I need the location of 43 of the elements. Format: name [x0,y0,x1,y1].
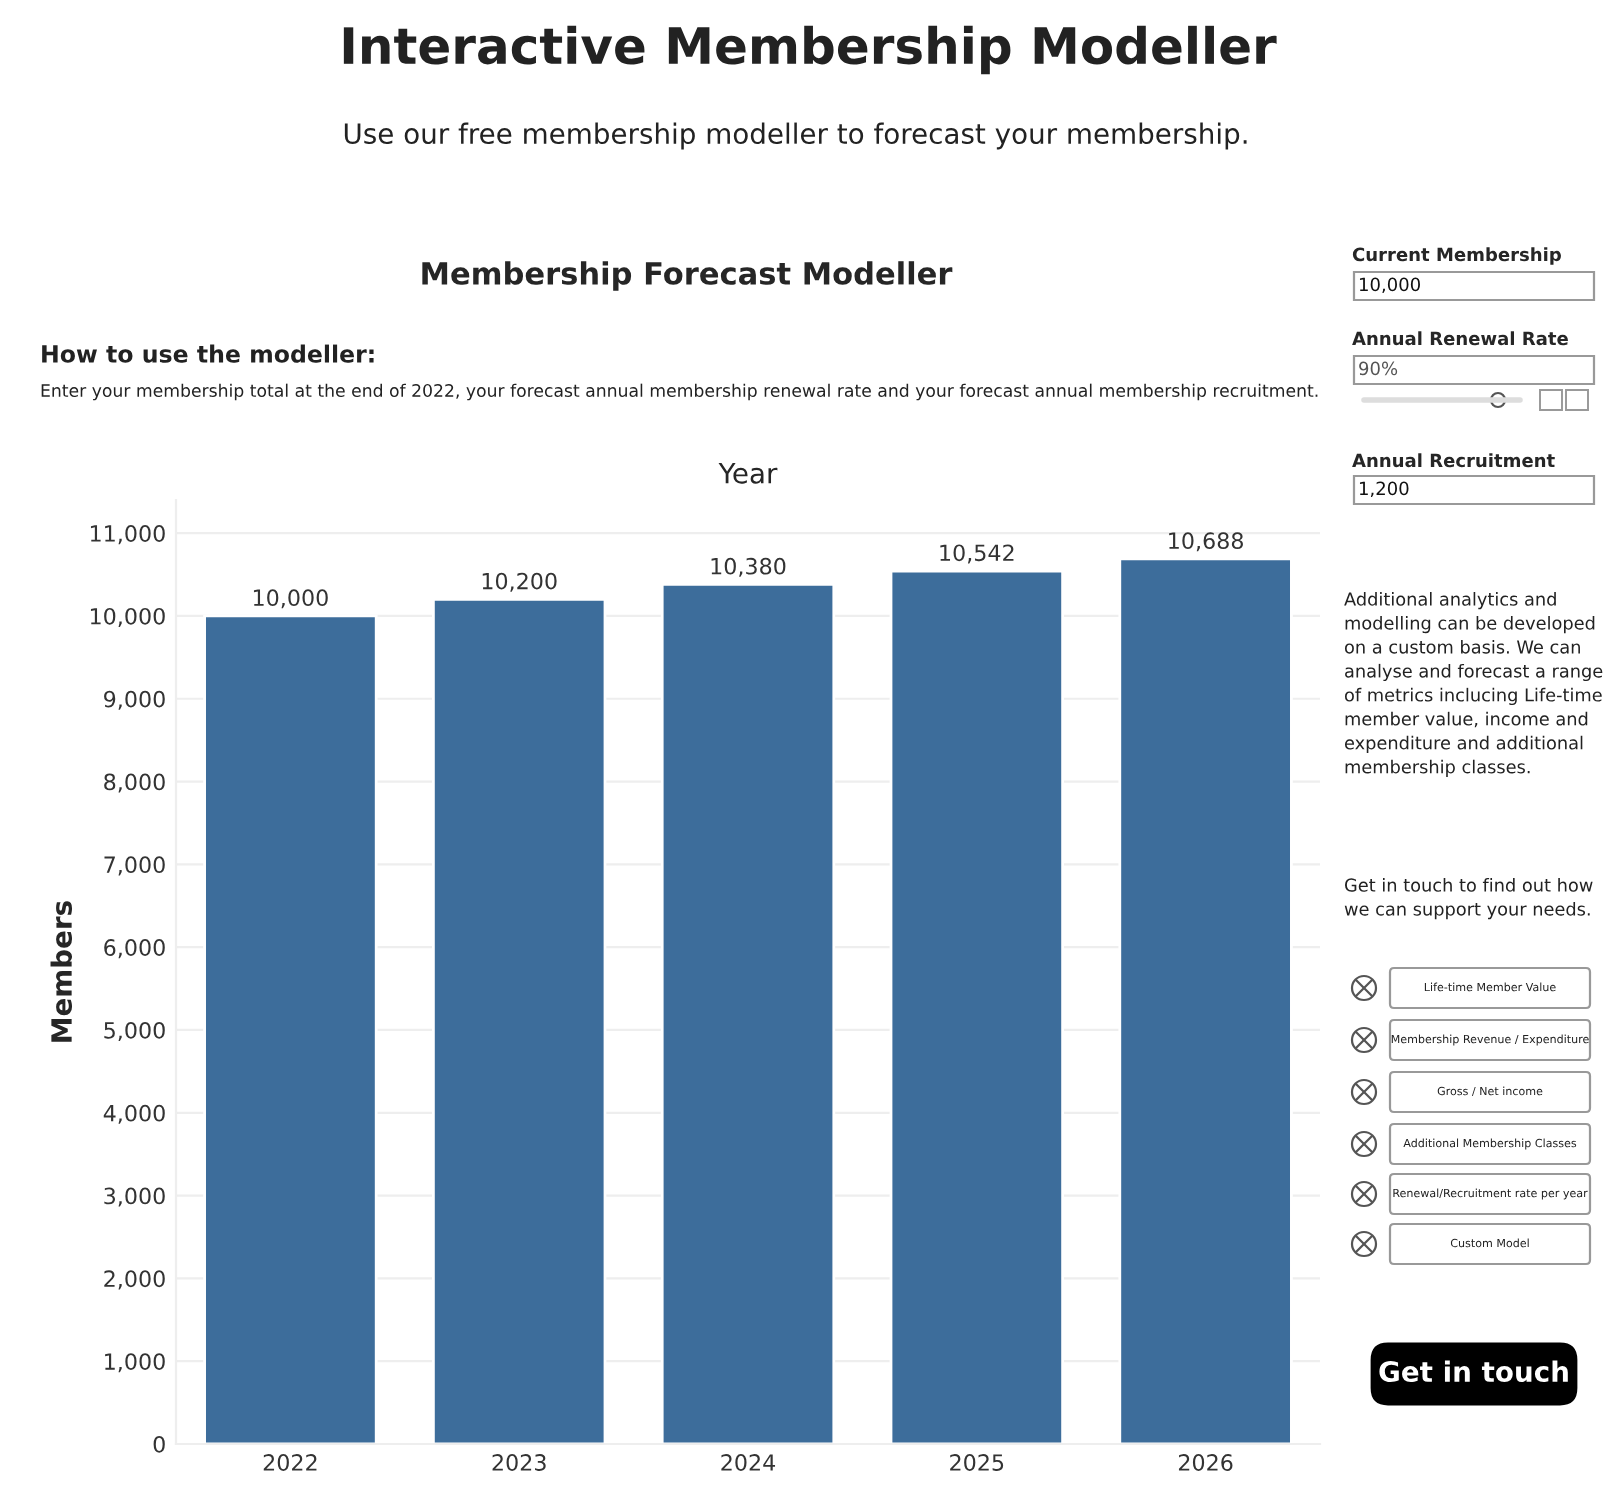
bar [660,583,836,1444]
data-label: 10,000 [253,589,328,609]
data-label: 10,542 [940,544,1014,564]
bar [889,569,1064,1444]
text: Annual Renewal Rate [1352,331,1568,346]
x-tick-label: 2022 [263,1454,317,1471]
y-tick-label: 1,000 [105,1353,165,1373]
x-tick-label: 2026 [1178,1454,1233,1471]
y-tick-label: 2,000 [104,1270,165,1290]
text: 10,000 [1359,277,1420,294]
y-tick-label: 5,000 [104,1021,165,1041]
text: 90% [1359,361,1398,376]
x-tick-label: 2023 [492,1454,546,1471]
data-label: 10,200 [482,572,557,592]
y-tick-label: 9,000 [104,690,165,710]
text: How to use the modeller: [42,344,374,363]
y-tick-label: 3,000 [104,1187,165,1207]
text: Current Membership [1352,247,1561,265]
y-tick-label: 4,000 [103,1104,165,1124]
y-tick-label: 7,000 [104,856,165,876]
y-tick-label: 10,000 [90,607,165,627]
chart-title: Membership Forecast Modeller [422,261,953,291]
x-tick-label: 2024 [721,1454,776,1471]
text: Interactive Membership Modeller [343,25,1277,75]
text: 1,200 [1359,481,1409,498]
text: Annual Recruitment [1352,453,1555,468]
data-label: 10,688 [1169,532,1243,552]
y-tick-label: 0 [153,1435,165,1453]
bar [432,597,607,1444]
x-axis-title: Year [718,463,778,484]
bar [1118,557,1293,1444]
data-label: 10,380 [711,557,786,577]
y-tick-label: 11,000 [90,525,165,545]
text: Additional analytics and modelling can be developed on a custom basis. We can analyse and forecast a range of metrics inclucing Life-time member value, income and expenditure and additional membership classes. [1344,592,1603,777]
text: Get in touch to find out how we can support your needs. [1344,878,1593,920]
text: Use our free membership modeller to forecast your membership. [344,122,1247,150]
y-axis-title: Members [50,901,73,1042]
y-tick-label: 8,000 [104,773,165,793]
text: Enter your membership total at the end of 2022, your forecast annual membership renewal rate and your forecast annual membership recruitment. [41,383,1318,401]
text: Get in touch [1379,1360,1568,1383]
bar [203,614,378,1444]
x-tick-label: 2025 [950,1454,1004,1471]
y-tick-label: 6,000 [104,939,165,959]
